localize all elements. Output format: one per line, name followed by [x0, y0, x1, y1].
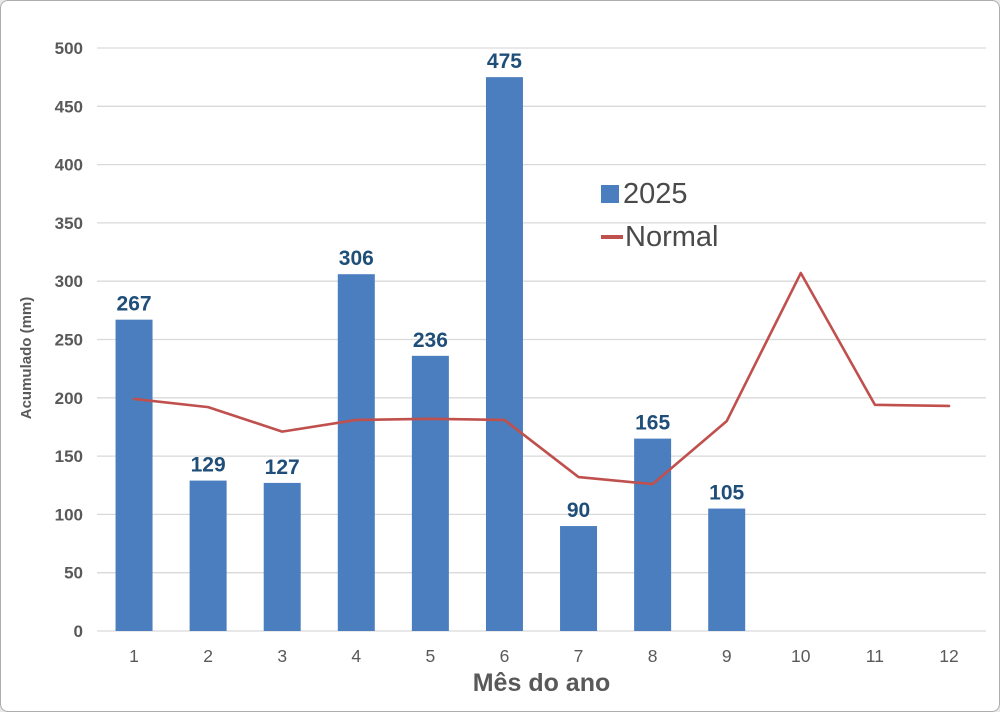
y-tick-label-300: 300 [55, 272, 83, 291]
x-tick-label-9: 9 [722, 646, 732, 666]
legend-swatch-2025-square [601, 185, 619, 203]
legend-swatch-normal-line [601, 235, 623, 239]
x-tick-label-3: 3 [277, 646, 287, 666]
x-tick-label-11: 11 [866, 646, 884, 666]
legend-item-2025: 2025 [601, 177, 718, 211]
x-tick-label-10: 10 [791, 646, 811, 666]
bar-value-label-month-3: 127 [265, 456, 300, 479]
y-tick-label-50: 50 [64, 564, 83, 583]
bar-value-label-month-5: 236 [413, 329, 448, 352]
y-tick-label-0: 0 [74, 622, 83, 641]
bar-value-label-month-9: 105 [709, 482, 744, 505]
bar-value-label-month-2: 129 [191, 454, 226, 477]
normal-line [132, 271, 951, 486]
legend-label-normal: Normal [625, 221, 719, 253]
x-tick-label-4: 4 [351, 646, 361, 666]
legend: 2025 Normal [601, 177, 718, 254]
bar-value-label-month-7: 90 [567, 499, 590, 522]
y-tick-label-450: 450 [55, 97, 83, 116]
bar-month-2 [189, 480, 227, 631]
x-axis-title: Mês do ano [472, 669, 611, 697]
legend-item-normal: Normal [601, 220, 718, 254]
bar-value-label-month-4: 306 [339, 247, 374, 270]
x-tick-label-12: 12 [939, 646, 958, 666]
x-tick-label-7: 7 [574, 646, 584, 666]
bar-month-1 [115, 319, 153, 631]
bar-month-3 [263, 482, 301, 631]
x-tick-label-5: 5 [426, 646, 436, 666]
legend-label-2025: 2025 [623, 178, 688, 210]
y-tick-label-400: 400 [55, 156, 83, 175]
y-axis-title: Acumulado (mm) [18, 296, 35, 420]
bar-value-label-month-6: 475 [487, 50, 522, 73]
bar-month-7 [560, 526, 598, 631]
y-tick-label-100: 100 [55, 505, 83, 524]
x-tick-label-8: 8 [648, 646, 658, 666]
y-tick-label-500: 500 [55, 39, 83, 58]
x-tick-label-2: 2 [203, 646, 213, 666]
bar-month-8 [634, 438, 672, 631]
bar-month-5 [411, 355, 449, 631]
y-tick-label-200: 200 [55, 389, 83, 408]
bar-month-6 [485, 77, 523, 631]
x-tick-label-6: 6 [500, 646, 510, 666]
bar-value-label-month-1: 267 [117, 293, 152, 316]
y-tick-label-250: 250 [55, 331, 83, 350]
bar-month-9 [708, 508, 746, 631]
bar-value-label-month-8: 165 [635, 412, 670, 435]
y-tick-label-150: 150 [55, 447, 83, 466]
x-tick-label-1: 1 [129, 646, 139, 666]
bar-month-4 [337, 274, 375, 631]
y-tick-label-350: 350 [55, 214, 83, 233]
